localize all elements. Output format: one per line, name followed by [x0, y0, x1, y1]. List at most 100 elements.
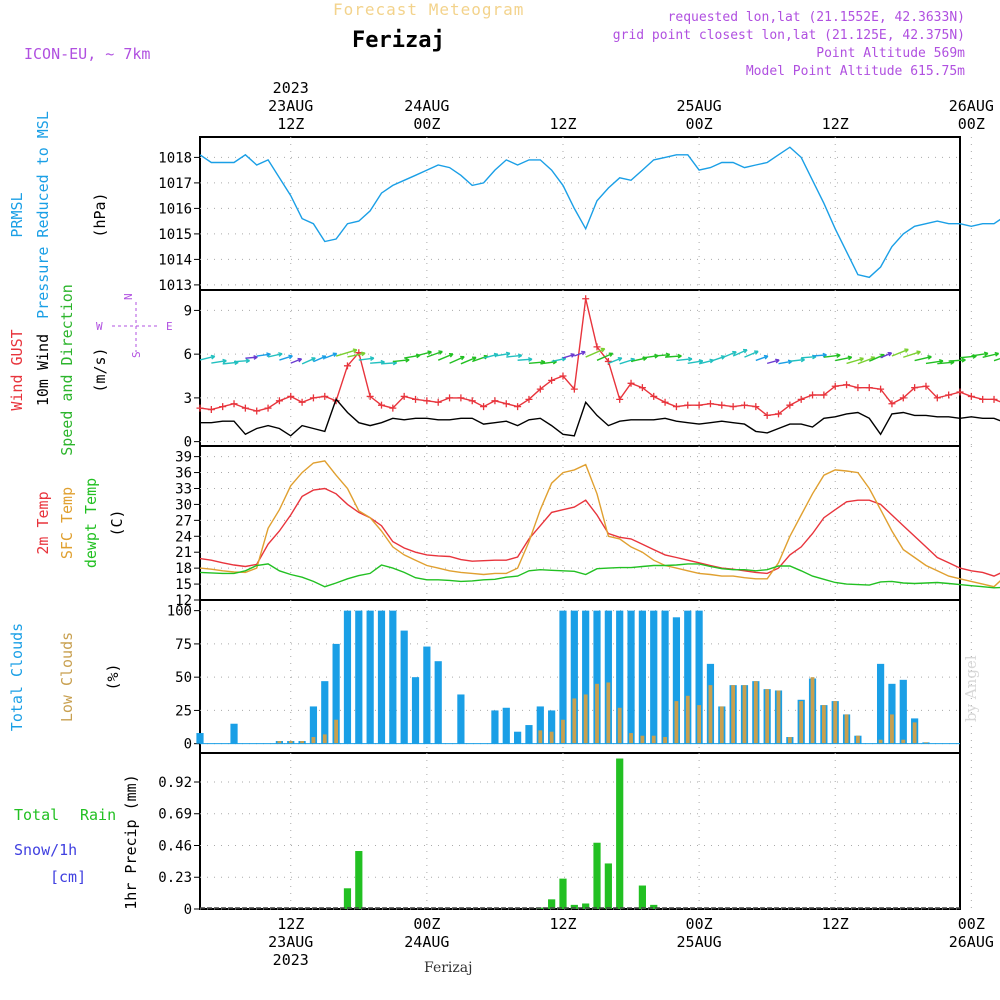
wind-arrowhead	[361, 351, 366, 357]
bar-total-clouds	[627, 610, 635, 744]
panel-label-temperature: (C)	[108, 509, 126, 536]
wind-arrow	[823, 354, 841, 358]
wind-arrow	[381, 362, 397, 365]
bar-low-clouds	[697, 705, 702, 744]
wind-arrow	[732, 349, 748, 357]
wind-arrow	[449, 356, 465, 364]
gust-marker	[786, 401, 794, 409]
bar-low-clouds	[311, 737, 316, 744]
bar-low-clouds	[719, 706, 724, 744]
footer-location: Ferizaj	[424, 960, 473, 976]
bar-total-clouds	[321, 681, 329, 744]
gust-marker	[423, 397, 431, 405]
wind-arrow	[358, 357, 374, 361]
gust-marker	[264, 404, 272, 412]
y-tick-label-temperature: 27	[175, 513, 192, 529]
gust-marker	[502, 400, 510, 408]
wind-arrow	[778, 360, 793, 365]
bar-low-clouds	[663, 737, 667, 744]
bottom-time-label: 2023	[273, 951, 309, 969]
bar-total-clouds	[332, 643, 340, 744]
gust-marker	[967, 392, 975, 400]
gust-marker	[843, 381, 851, 389]
bar-low-clouds	[810, 677, 815, 744]
gust-marker	[536, 385, 544, 393]
top-time-label: 23AUG	[268, 97, 313, 115]
wind-arrow	[959, 355, 977, 359]
bar-low-clouds	[334, 719, 339, 744]
bar-low-clouds	[890, 714, 894, 744]
panel-label-clouds: (%)	[104, 663, 122, 690]
y-tick-label-wind: 0	[184, 435, 192, 451]
wind-arrow	[290, 358, 302, 364]
wind-arrow	[313, 355, 327, 363]
wind-arrowhead	[961, 357, 966, 363]
wind-arrowhead	[887, 351, 893, 357]
bar-total-clouds	[196, 733, 204, 744]
wind-arrow	[835, 356, 852, 362]
wind-arrow	[619, 358, 635, 365]
gust-marker	[604, 357, 612, 365]
bar-low-clouds	[538, 730, 543, 744]
panel-label-precip: Rain	[80, 806, 116, 824]
wind-arrowhead	[288, 354, 293, 360]
bar-low-clouds	[617, 707, 622, 744]
wind-arrow	[891, 348, 909, 357]
top-time-label: 12Z	[822, 115, 849, 133]
gust-marker	[740, 401, 748, 409]
wind-arrow	[982, 352, 999, 358]
bar-total-clouds	[638, 610, 646, 744]
bar-low-clouds	[878, 739, 883, 744]
panel-label-precip: Total	[14, 806, 59, 824]
panel-frame-wind	[199, 289, 961, 447]
bar-total-clouds	[876, 663, 885, 744]
wind-arrow	[755, 355, 769, 362]
bar-total-clouds	[604, 610, 612, 744]
wind-arrowhead	[297, 357, 303, 363]
series-line-sfc-temp	[199, 460, 1000, 588]
panel-label-temperature: 2m Temp	[34, 491, 52, 554]
gust-marker	[933, 394, 941, 402]
gust-marker	[809, 391, 817, 399]
wind-arrow	[801, 356, 817, 359]
wind-arrowhead	[448, 352, 454, 358]
bar-low-clouds	[606, 682, 611, 744]
compass-e: E	[166, 320, 173, 333]
gust-marker	[979, 395, 987, 403]
wind-arrowhead	[505, 351, 511, 357]
bar-low-clouds	[833, 701, 838, 744]
gust-marker	[672, 403, 680, 411]
wind-arrow	[789, 358, 805, 362]
wind-arrow	[880, 352, 892, 359]
gust-marker	[854, 384, 862, 392]
wind-arrowhead	[210, 354, 216, 360]
bar-low-clouds	[844, 714, 849, 744]
bar-rain	[559, 878, 567, 909]
wind-arrowhead	[266, 352, 271, 358]
bar-low-clouds	[583, 694, 588, 744]
model-altitude: Model Point Altitude 615.75m	[745, 64, 965, 79]
wind-arrow	[335, 349, 358, 357]
wind-arrow	[993, 357, 1000, 362]
wind-arrowhead	[983, 351, 989, 357]
wind-arrowhead	[859, 357, 864, 362]
gust-marker	[514, 403, 522, 411]
gust-marker	[343, 362, 351, 370]
y-tick-label-pressure: 1017	[158, 176, 192, 192]
bar-rain	[593, 842, 601, 909]
y-tick-label-pressure: 1013	[158, 278, 192, 294]
y-tick-label-wind: 9	[184, 303, 192, 319]
panel-frame-temperature	[199, 445, 961, 601]
top-time-label: 25AUG	[677, 97, 722, 115]
gust-marker	[321, 392, 329, 400]
wind-arrowhead	[245, 358, 250, 364]
wind-arrowhead	[836, 353, 841, 359]
gust-marker	[434, 398, 442, 406]
bottom-time-label: 25AUG	[677, 933, 722, 951]
top-time-label: 00Z	[958, 115, 985, 133]
bar-low-clouds	[856, 735, 860, 744]
wind-arrow	[665, 355, 682, 358]
bar-low-clouds	[561, 719, 565, 744]
gust-marker	[888, 400, 896, 408]
